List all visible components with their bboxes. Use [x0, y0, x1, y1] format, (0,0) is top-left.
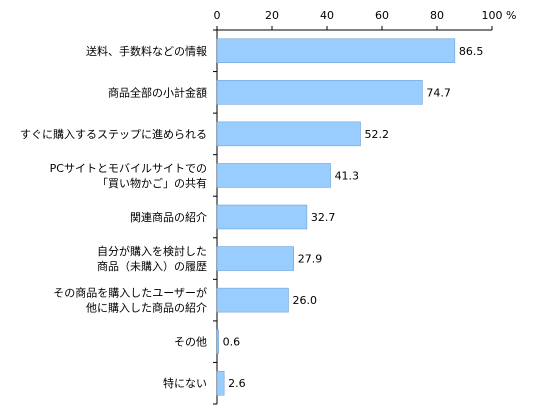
category-label: 他に購入した商品の紹介 [86, 301, 207, 315]
bar-value-label: 74.7 [426, 86, 451, 99]
category-label: 特にない [163, 376, 207, 390]
category-label: 送料、手数料などの情報 [86, 44, 207, 58]
x-tick-label: 80 [430, 9, 444, 22]
bar [216, 163, 331, 188]
bar [216, 121, 361, 147]
category-label: その商品を購入したユーザーが [53, 286, 207, 300]
category-label: 「買い物かご」の共有 [97, 176, 207, 190]
category-label: すぐに購入するステップに進められる [20, 127, 207, 141]
x-tick-label: 0 [214, 9, 221, 22]
x-tick-label: 40 [320, 9, 334, 22]
category-label: その他 [174, 336, 207, 349]
x-tick-label: 100 [482, 9, 503, 22]
category-label: 商品（未購入）の履歴 [97, 259, 207, 273]
bar [216, 246, 294, 271]
category-label: 関連商品の紹介 [130, 210, 207, 224]
bar-value-label: 52.2 [365, 128, 390, 141]
bar-value-label: 41.3 [335, 169, 360, 182]
category-label: 商品全部の小計金額 [108, 85, 207, 99]
category-label: 自分が購入を検討した [97, 244, 207, 258]
bar [216, 329, 219, 354]
x-tick-label: 20 [265, 9, 279, 22]
bar-value-label: 0.6 [223, 336, 241, 349]
bar [216, 370, 225, 396]
bar [216, 38, 456, 64]
bar [216, 204, 308, 230]
bar-value-label: 32.7 [311, 211, 336, 224]
bar-value-label: 2.6 [228, 377, 246, 390]
bar [216, 80, 423, 105]
bar-value-label: 86.5 [459, 45, 484, 58]
x-tick-label: 60 [375, 9, 389, 22]
category-label: PCサイトとモバイルサイトでの [50, 162, 207, 175]
bar-value-label: 27.9 [298, 253, 323, 266]
x-unit-label: % [506, 9, 516, 22]
bar [216, 287, 289, 313]
bar-value-label: 26.0 [293, 294, 318, 307]
